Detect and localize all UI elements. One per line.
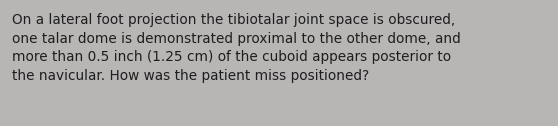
Text: On a lateral foot projection the tibiotalar joint space is obscured,
one talar d: On a lateral foot projection the tibiota… [12,13,461,83]
